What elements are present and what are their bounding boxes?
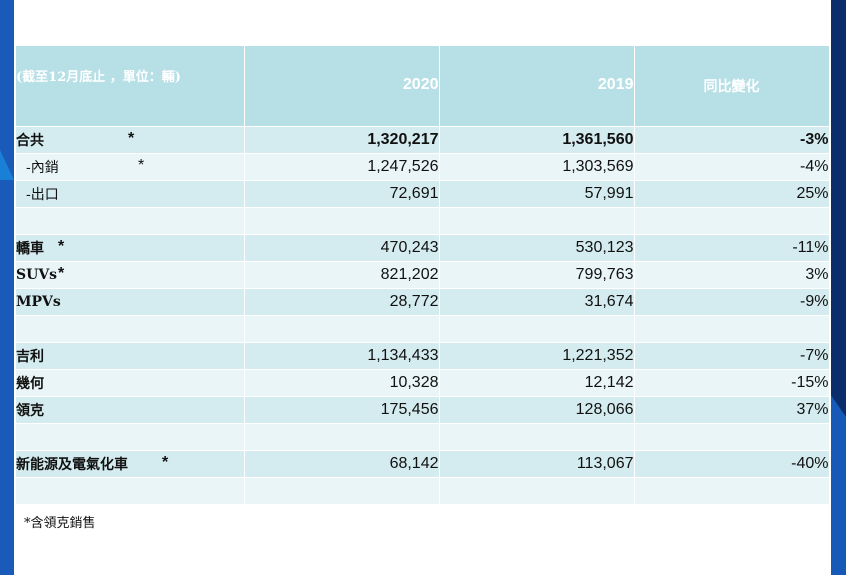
left-accent-strip xyxy=(0,0,14,575)
row-label: 領克 xyxy=(16,402,44,419)
right-accent-light xyxy=(831,395,846,575)
value-cell-2020: 821,202 xyxy=(244,261,440,289)
value-cell-2020: 1,320,217 xyxy=(244,126,440,154)
value-cell-2019: 57,991 xyxy=(439,180,635,208)
left-accent-wedge xyxy=(0,150,14,180)
row-label-cell: 吉利 xyxy=(16,342,245,370)
value-cell-2020 xyxy=(244,207,440,235)
row-label: MPVs xyxy=(16,293,61,310)
value-cell-2019: 1,303,569 xyxy=(439,153,635,181)
table-row: 轎車 * 470,243 530,123 -11% xyxy=(16,234,830,262)
table-row: MPVs 28,772 31,674 -9% xyxy=(16,288,830,316)
value-cell-2019: 31,674 xyxy=(439,288,635,316)
right-accent-cut xyxy=(831,395,846,417)
value-cell-2020: 470,243 xyxy=(244,234,440,262)
yoy-change-cell: -11% xyxy=(634,234,830,262)
value-cell-2019 xyxy=(439,423,635,451)
column-header-2020: 2020 xyxy=(244,46,440,127)
asterisk-marker: * xyxy=(58,264,65,282)
value-cell-2019: 1,361,560 xyxy=(439,126,635,154)
row-label-cell: -出口 xyxy=(16,180,245,208)
value-cell-2019: 1,221,352 xyxy=(439,342,635,370)
value-cell-2019: 530,123 xyxy=(439,234,635,262)
value-cell-2020: 68,142 xyxy=(244,450,440,478)
row-label-cell: 領克 xyxy=(16,396,245,424)
table-row: 吉利 1,134,433 1,221,352 -7% xyxy=(16,342,830,370)
table-row: -出口 72,691 57,991 25% xyxy=(16,180,830,208)
row-label-cell: 新能源及電氣化車 * xyxy=(16,450,245,478)
row-label-cell xyxy=(16,315,245,343)
row-label: SUVs xyxy=(16,266,58,283)
row-label-cell: MPVs xyxy=(16,288,245,316)
column-header-yoy: 同比變化 xyxy=(634,46,830,127)
row-label: 新能源及電氣化車 xyxy=(16,456,128,473)
yoy-change-cell: 3% xyxy=(634,261,830,289)
row-label-cell: 合共 * xyxy=(16,126,245,154)
yoy-change-cell: 25% xyxy=(634,180,830,208)
row-label-cell xyxy=(16,423,245,451)
value-cell-2020 xyxy=(244,477,440,505)
value-cell-2020: 1,134,433 xyxy=(244,342,440,370)
value-cell-2019 xyxy=(439,315,635,343)
table-row: 領克 175,456 128,066 37% xyxy=(16,396,830,424)
row-label-cell: SUVs * xyxy=(16,261,245,289)
table-row: 新能源及電氣化車 * 68,142 113,067 -40% xyxy=(16,450,830,478)
asterisk-marker: * xyxy=(128,129,135,147)
table-body: 合共 * 1,320,217 1,361,560 -3% -內銷 * 1,247,526 1,3… xyxy=(16,126,830,505)
unit-label: (截至12月底止 ，單位：輛) xyxy=(16,46,245,127)
value-cell-2019 xyxy=(439,477,635,505)
yoy-change-cell: -40% xyxy=(634,450,830,478)
asterisk-marker: * xyxy=(138,156,145,174)
value-cell-2020: 1,247,526 xyxy=(244,153,440,181)
left-accent-bar xyxy=(0,0,16,575)
row-label-cell: 幾何 xyxy=(16,369,245,397)
row-label-cell: 轎車 * xyxy=(16,234,245,262)
sales-volume-table: (截至12月底止 ，單位：輛) 2020 2019 同比變化 合共 * 1,320,… xyxy=(16,46,830,505)
row-label: 轎車 xyxy=(16,240,44,257)
yoy-change-cell: -7% xyxy=(634,342,830,370)
table-row: -內銷 * 1,247,526 1,303,569 -4% xyxy=(16,153,830,181)
value-cell-2019 xyxy=(439,207,635,235)
row-label: 吉利 xyxy=(16,348,44,365)
row-label-cell: -內銷 * xyxy=(16,153,245,181)
value-cell-2020: 72,691 xyxy=(244,180,440,208)
value-cell-2020 xyxy=(244,423,440,451)
row-label-cell xyxy=(16,477,245,505)
yoy-change-cell: -4% xyxy=(634,153,830,181)
asterisk-marker: * xyxy=(162,453,169,471)
footnote: *含領克銷售 xyxy=(24,516,96,531)
yoy-change-cell xyxy=(634,423,830,451)
right-accent-bar xyxy=(831,0,846,575)
row-label: -出口 xyxy=(26,186,59,203)
row-label: -內銷 xyxy=(26,159,59,176)
yoy-change-cell: -3% xyxy=(634,126,830,154)
asterisk-marker: * xyxy=(58,237,65,255)
yoy-change-cell: -9% xyxy=(634,288,830,316)
row-label-cell xyxy=(16,207,245,235)
yoy-change-cell: 37% xyxy=(634,396,830,424)
table-row: SUVs * 821,202 799,763 3% xyxy=(16,261,830,289)
value-cell-2020 xyxy=(244,315,440,343)
table-row: 合共 * 1,320,217 1,361,560 -3% xyxy=(16,126,830,154)
value-cell-2020: 10,328 xyxy=(244,369,440,397)
table-header-row: (截至12月底止 ，單位：輛) 2020 2019 同比變化 xyxy=(16,46,830,127)
value-cell-2019: 128,066 xyxy=(439,396,635,424)
yoy-change-cell: -15% xyxy=(634,369,830,397)
table-row xyxy=(16,477,830,505)
table-row xyxy=(16,207,830,235)
row-label: 合共 xyxy=(16,132,44,149)
value-cell-2020: 175,456 xyxy=(244,396,440,424)
yoy-change-cell xyxy=(634,315,830,343)
value-cell-2020: 28,772 xyxy=(244,288,440,316)
yoy-change-cell xyxy=(634,207,830,235)
column-header-2019: 2019 xyxy=(439,46,635,127)
table-row: 幾何 10,328 12,142 -15% xyxy=(16,369,830,397)
value-cell-2019: 113,067 xyxy=(439,450,635,478)
value-cell-2019: 799,763 xyxy=(439,261,635,289)
value-cell-2019: 12,142 xyxy=(439,369,635,397)
yoy-change-cell xyxy=(634,477,830,505)
table-row xyxy=(16,423,830,451)
row-label: 幾何 xyxy=(16,375,44,392)
table-row xyxy=(16,315,830,343)
